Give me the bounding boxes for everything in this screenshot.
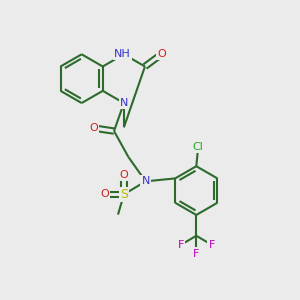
- Text: N: N: [120, 98, 128, 108]
- Text: O: O: [157, 49, 166, 59]
- Text: O: O: [89, 123, 98, 133]
- Text: F: F: [178, 240, 184, 250]
- Text: O: O: [120, 170, 128, 180]
- Text: F: F: [193, 249, 200, 259]
- Text: S: S: [120, 188, 128, 201]
- Text: Cl: Cl: [193, 142, 204, 152]
- Text: N: N: [141, 176, 150, 186]
- Text: O: O: [100, 189, 109, 200]
- Text: F: F: [208, 240, 215, 250]
- Text: NH: NH: [114, 49, 131, 59]
